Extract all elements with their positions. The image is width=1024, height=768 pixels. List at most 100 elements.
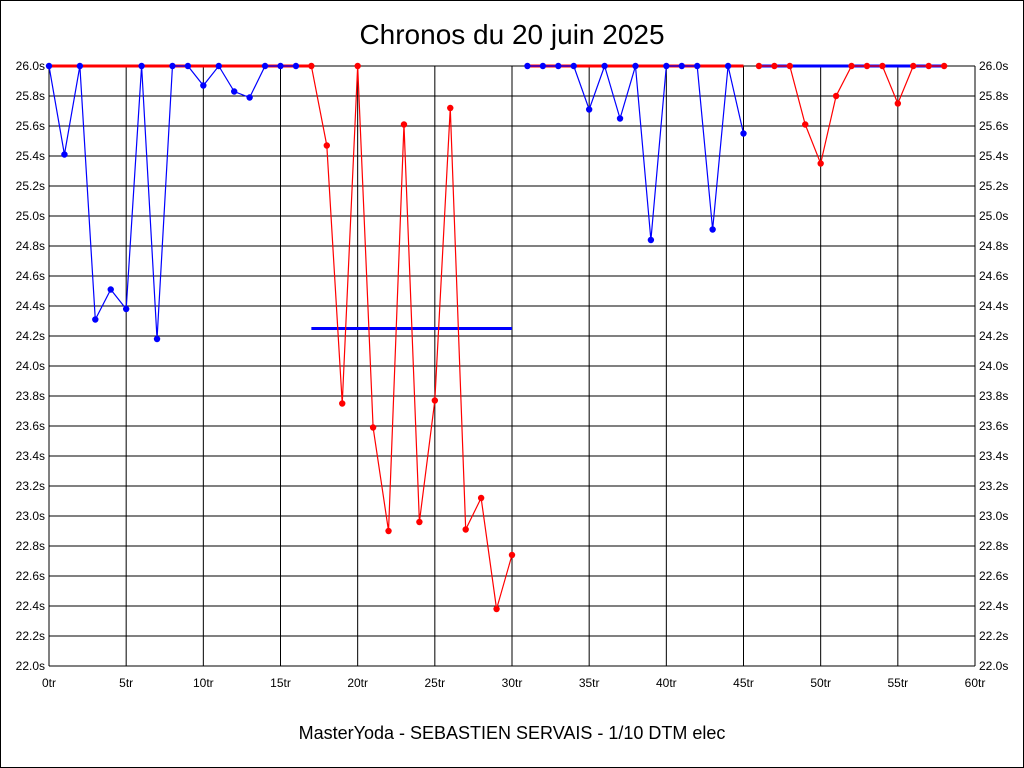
y-tick-label-left: 25.6s	[16, 119, 45, 133]
data-point-run1	[92, 316, 99, 323]
data-point-run4	[832, 92, 840, 100]
data-point-run2	[477, 494, 485, 502]
series-line-run4	[758, 65, 945, 166]
y-tick-label-left: 25.4s	[16, 149, 45, 163]
data-point-run3	[570, 62, 577, 70]
y-tick-label-left: 24.4s	[16, 299, 45, 313]
data-point-run3	[647, 236, 655, 244]
data-point-run3	[555, 62, 562, 70]
data-point-run2	[400, 121, 408, 128]
data-point-run1	[184, 62, 192, 70]
x-axis-label: MasterYoda - SEBASTIEN SERVAIS - 1/10 DT…	[298, 723, 726, 743]
y-tick-label-left: 23.4s	[16, 449, 45, 463]
data-point-run1	[292, 62, 300, 70]
y-tick-label-right: 26.0s	[979, 59, 1008, 73]
data-point-run3	[632, 62, 639, 70]
data-point-run3	[678, 62, 685, 70]
y-tick-label-left: 23.0s	[16, 509, 45, 523]
data-point-run4	[848, 62, 855, 70]
y-tick-label-right: 22.6s	[979, 569, 1008, 583]
data-point-run2	[431, 397, 439, 404]
chart-title: Chronos du 20 juin 2025	[359, 19, 665, 50]
data-point-run3	[616, 115, 624, 122]
x-tick-label: 55tr	[887, 676, 908, 690]
data-point-run1	[169, 62, 176, 70]
y-tick-label-right: 25.4s	[979, 149, 1008, 163]
y-tick-label-right: 22.0s	[979, 659, 1008, 673]
y-tick-label-left: 23.2s	[16, 479, 45, 493]
data-point-run4	[940, 62, 948, 70]
data-point-run4	[786, 62, 793, 70]
x-tick-label: 50tr	[810, 676, 831, 690]
x-tick-label: 10tr	[193, 676, 214, 690]
x-tick-label: 15tr	[270, 676, 291, 690]
x-tick-label: 5tr	[119, 676, 133, 690]
x-tick-label: 30tr	[502, 676, 523, 690]
y-tick-label-left: 24.0s	[16, 359, 45, 373]
y-tick-label-left: 22.2s	[16, 629, 45, 643]
data-point-run2	[385, 527, 392, 535]
data-point-run4	[879, 62, 886, 70]
y-tick-label-right: 22.8s	[979, 539, 1008, 553]
y-tick-label-right: 22.4s	[979, 599, 1008, 613]
data-point-run1	[200, 82, 207, 89]
y-tick-label-right: 23.4s	[979, 449, 1008, 463]
y-tick-label-right: 24.0s	[979, 359, 1008, 373]
series-line-run3	[527, 64, 745, 241]
data-point-run4	[802, 121, 809, 128]
data-point-run2	[354, 62, 361, 70]
data-point-run4	[755, 62, 763, 70]
data-point-run2	[416, 518, 423, 526]
y-tick-label-right: 25.0s	[979, 209, 1008, 223]
data-point-run1	[45, 62, 53, 70]
x-tick-label: 25tr	[424, 676, 445, 690]
y-tick-label-left: 24.6s	[16, 269, 45, 283]
series-line-run1	[48, 64, 296, 340]
y-tick-label-left: 22.8s	[16, 539, 45, 553]
data-point-run2	[323, 142, 330, 149]
data-point-run2	[508, 551, 516, 559]
data-point-run1	[138, 62, 145, 70]
data-point-run3	[694, 62, 701, 70]
data-point-run1	[107, 286, 114, 293]
data-point-run4	[771, 62, 778, 70]
data-point-run3	[740, 130, 747, 137]
data-point-run3	[601, 62, 608, 70]
y-tick-label-left: 25.0s	[16, 209, 45, 223]
y-tick-label-right: 25.2s	[979, 179, 1008, 193]
y-tick-label-right: 24.8s	[979, 239, 1008, 253]
y-tick-label-right: 22.2s	[979, 629, 1008, 643]
y-tick-label-right: 23.0s	[979, 509, 1008, 523]
y-tick-label-left: 24.8s	[16, 239, 45, 253]
y-tick-label-left: 23.8s	[16, 389, 45, 403]
data-point-run1	[215, 62, 222, 70]
y-tick-label-left: 25.2s	[16, 179, 45, 193]
data-point-run3	[585, 106, 593, 113]
data-point-run2	[369, 424, 377, 431]
data-point-run2	[447, 104, 454, 112]
data-point-run2	[339, 400, 346, 407]
data-point-run1	[122, 305, 130, 313]
x-tick-label: 20tr	[347, 676, 368, 690]
data-point-run1	[153, 335, 161, 343]
x-tick-label: 35tr	[579, 676, 600, 690]
y-tick-label-left: 24.2s	[16, 329, 45, 343]
x-tick-label: 60tr	[965, 676, 986, 690]
data-point-run3	[724, 62, 732, 70]
y-tick-label-right: 25.8s	[979, 89, 1008, 103]
y-tick-label-right: 24.6s	[979, 269, 1008, 283]
data-point-run3	[539, 62, 547, 70]
y-tick-label-right: 23.6s	[979, 419, 1008, 433]
data-point-run1	[61, 151, 68, 158]
y-tick-label-right: 24.4s	[979, 299, 1008, 313]
data-point-run2	[308, 62, 315, 70]
data-point-run2	[493, 605, 500, 613]
data-point-run3	[663, 62, 670, 70]
y-tick-label-right: 24.2s	[979, 329, 1008, 343]
x-tick-label: 45tr	[733, 676, 754, 690]
data-point-run4	[894, 100, 902, 107]
data-point-run1	[277, 62, 284, 70]
data-point-run1	[76, 62, 84, 70]
